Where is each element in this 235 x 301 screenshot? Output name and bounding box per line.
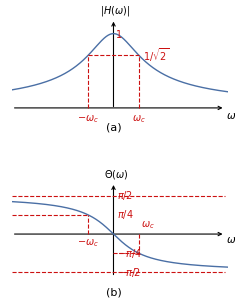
Text: $-\omega_c$: $-\omega_c$: [77, 113, 99, 125]
Text: $\omega_c$: $\omega_c$: [132, 113, 146, 125]
Text: $\pi/4$: $\pi/4$: [117, 208, 133, 221]
Text: $-\pi/4$: $-\pi/4$: [117, 247, 141, 260]
Text: $\Theta(\omega)$: $\Theta(\omega)$: [104, 168, 128, 181]
Text: $-\pi/2$: $-\pi/2$: [117, 266, 141, 279]
Text: (b): (b): [106, 288, 121, 298]
Text: $\omega_c$: $\omega_c$: [141, 219, 155, 231]
Text: $1/\sqrt{2}$: $1/\sqrt{2}$: [143, 47, 169, 64]
Text: $|H(\omega)|$: $|H(\omega)|$: [100, 4, 130, 18]
Text: (a): (a): [106, 123, 121, 133]
Text: $\omega$: $\omega$: [226, 111, 235, 121]
Text: $\omega$: $\omega$: [226, 235, 235, 245]
Text: $-\omega_c$: $-\omega_c$: [77, 237, 99, 249]
Text: $1$: $1$: [115, 28, 122, 40]
Text: $\pi/2$: $\pi/2$: [117, 189, 133, 202]
